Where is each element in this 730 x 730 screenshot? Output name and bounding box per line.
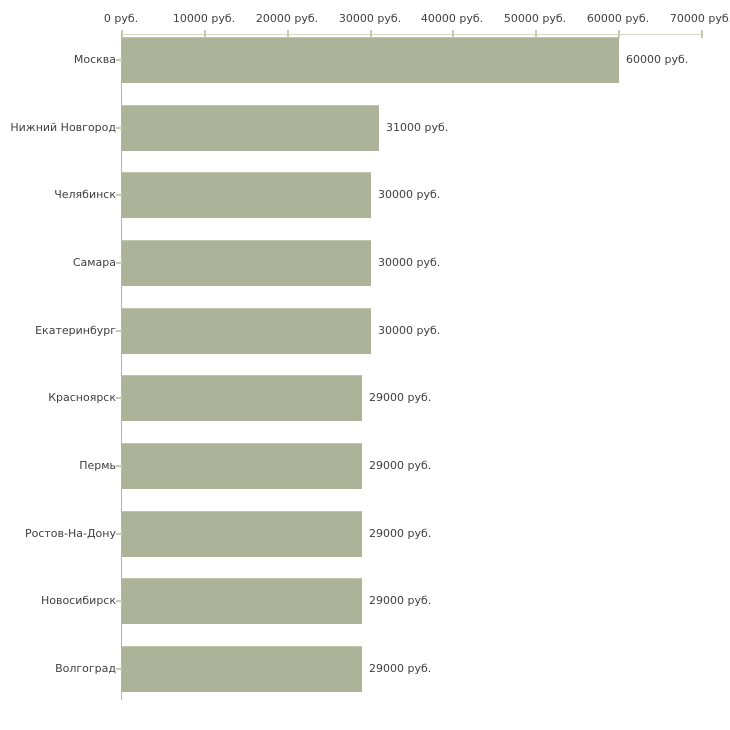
category-label: Ростов-На-Дону bbox=[24, 527, 116, 540]
bar bbox=[122, 646, 362, 692]
bar bbox=[122, 443, 362, 489]
value-label: 29000 руб. bbox=[369, 527, 432, 540]
category-tick bbox=[116, 127, 122, 129]
bar bbox=[122, 240, 371, 286]
category-label: Москва bbox=[73, 53, 116, 66]
value-label: 60000 руб. bbox=[626, 53, 689, 66]
category-tick bbox=[116, 668, 122, 670]
category-tick bbox=[116, 262, 122, 264]
category-tick bbox=[116, 330, 122, 332]
value-label: 29000 руб. bbox=[369, 459, 432, 472]
value-label: 30000 руб. bbox=[378, 256, 441, 269]
value-label: 29000 руб. bbox=[369, 662, 432, 675]
category-tick bbox=[116, 600, 122, 602]
x-axis-tick-label: 50000 руб. bbox=[503, 12, 567, 25]
bar bbox=[122, 172, 371, 218]
category-tick bbox=[116, 59, 122, 61]
x-axis-tick bbox=[370, 30, 372, 38]
x-axis-tick-label: 0 руб. bbox=[103, 12, 139, 25]
category-label: Новосибирск bbox=[40, 594, 116, 607]
bar bbox=[122, 105, 379, 151]
x-axis-tick-label: 70000 руб. bbox=[669, 12, 730, 25]
x-axis-tick bbox=[618, 30, 620, 38]
bar bbox=[122, 308, 371, 354]
x-axis-tick-label: 30000 руб. bbox=[338, 12, 402, 25]
x-axis-tick bbox=[701, 30, 703, 38]
x-axis-tick bbox=[204, 30, 206, 38]
bar bbox=[122, 37, 619, 83]
category-label: Екатеринбург bbox=[35, 324, 116, 337]
x-axis-tick bbox=[121, 30, 123, 38]
x-axis-tick bbox=[452, 30, 454, 38]
y-axis-line bbox=[121, 34, 122, 700]
category-tick bbox=[116, 194, 122, 196]
category-tick bbox=[116, 465, 122, 467]
category-tick bbox=[116, 533, 122, 535]
category-label: Волгоград bbox=[55, 662, 116, 675]
category-label: Самара bbox=[72, 256, 116, 269]
x-axis-tick-label: 10000 руб. bbox=[172, 12, 236, 25]
x-axis-tick bbox=[287, 30, 289, 38]
category-label: Красноярск bbox=[48, 391, 116, 404]
x-axis-tick-label: 20000 руб. bbox=[255, 12, 319, 25]
bar bbox=[122, 375, 362, 421]
x-axis-line bbox=[121, 34, 701, 35]
value-label: 30000 руб. bbox=[378, 188, 441, 201]
x-axis-tick-label: 40000 руб. bbox=[420, 12, 484, 25]
category-label: Пермь bbox=[79, 459, 116, 472]
bar bbox=[122, 511, 362, 557]
bar bbox=[122, 578, 362, 624]
value-label: 30000 руб. bbox=[378, 324, 441, 337]
value-label: 29000 руб. bbox=[369, 594, 432, 607]
category-label: Челябинск bbox=[54, 188, 116, 201]
x-axis-tick bbox=[535, 30, 537, 38]
category-label: Нижний Новгород bbox=[10, 121, 116, 134]
x-axis-tick-label: 60000 руб. bbox=[586, 12, 650, 25]
category-tick bbox=[116, 397, 122, 399]
value-label: 29000 руб. bbox=[369, 391, 432, 404]
value-label: 31000 руб. bbox=[386, 121, 449, 134]
